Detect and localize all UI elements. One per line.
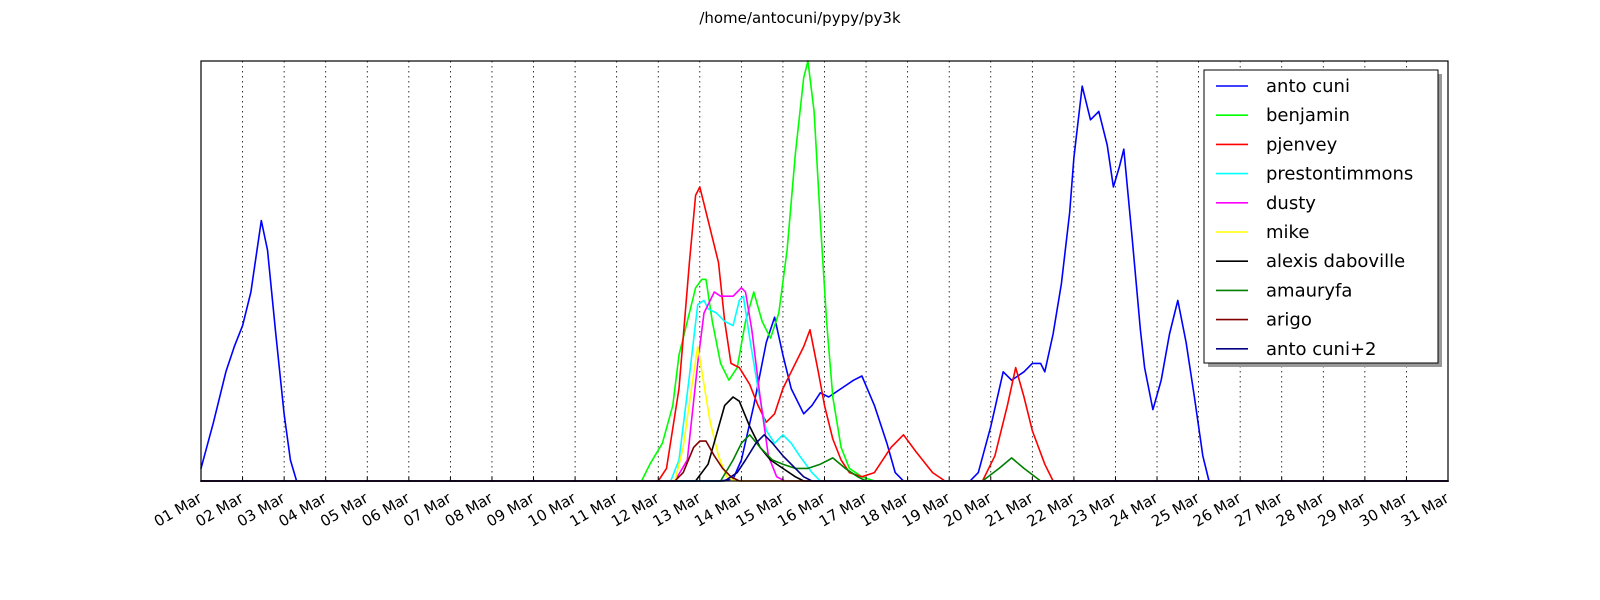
legend-label: anto cuni+2	[1266, 339, 1376, 360]
legend: anto cuni benjamin pjenvey prestontimmons du…	[1203, 69, 1442, 367]
legend-label: dusty	[1266, 193, 1316, 214]
series-line	[200, 440, 1449, 482]
legend-label: amauryfa	[1266, 280, 1352, 301]
legend-label: benjamin	[1266, 105, 1350, 126]
series-line	[200, 286, 1449, 482]
legend-box	[1203, 69, 1439, 364]
legend-label: alexis daboville	[1266, 251, 1405, 272]
series-line	[200, 433, 1449, 482]
legend-label: prestontimmons	[1266, 164, 1413, 185]
series-line	[200, 433, 1449, 482]
series-line	[200, 295, 1449, 482]
chart-title: /home/antocuni/pypy/py3k	[699, 9, 901, 27]
legend-label: pjenvey	[1266, 134, 1338, 155]
x-tick-label: 31 Mar	[1398, 488, 1453, 530]
legend-label: anto cuni	[1266, 76, 1350, 97]
series-line	[200, 396, 1449, 482]
series-line	[200, 186, 1449, 482]
legend-label: mike	[1266, 222, 1309, 243]
legend-label: arigo	[1266, 310, 1312, 331]
series-line	[200, 60, 1449, 482]
